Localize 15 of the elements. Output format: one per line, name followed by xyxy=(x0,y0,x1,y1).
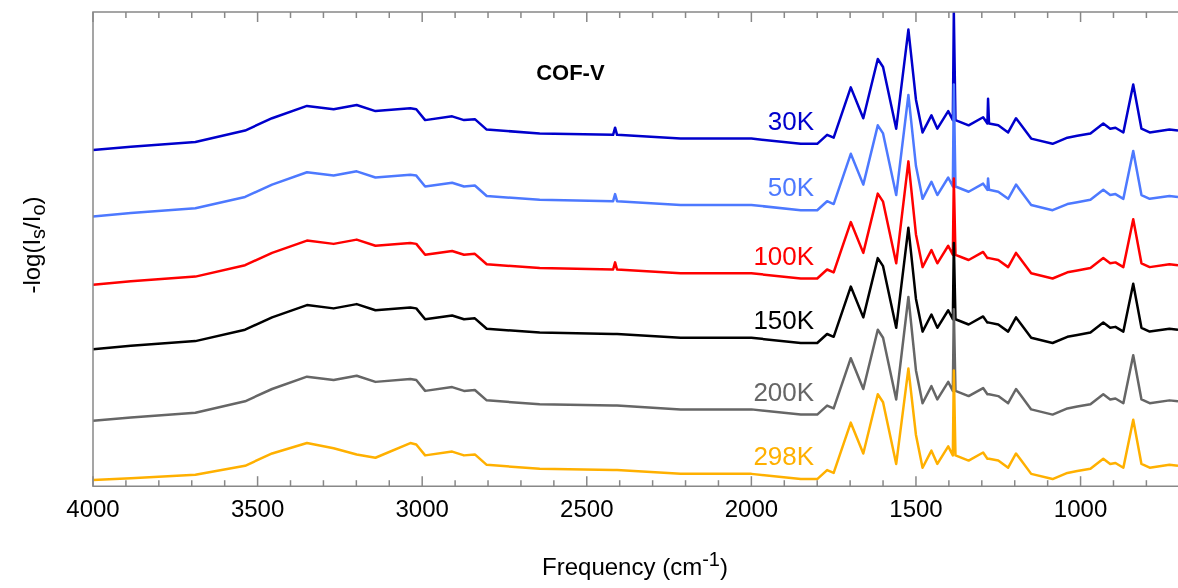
series-label: 50K xyxy=(767,172,815,203)
x-tick-label: 2000 xyxy=(724,495,779,523)
series-label: 200K xyxy=(753,376,815,407)
series-label: 30K xyxy=(767,106,815,136)
series-label: 298K xyxy=(753,441,815,472)
x-tick-label: 1500 xyxy=(889,495,943,523)
text: COF-V xyxy=(536,60,605,86)
x-tick-label: 4000 xyxy=(66,495,120,523)
x-tick-label: 3500 xyxy=(230,495,285,523)
x-tick-label: 1000 xyxy=(1053,495,1108,523)
x-tick-label: 2500 xyxy=(560,495,614,523)
x-tick-label: 3000 xyxy=(395,495,449,523)
series-label: 100K xyxy=(753,240,815,271)
series-label: 150K xyxy=(753,305,815,336)
x-axis-title: Frequency (cm$^{-1}$) xyxy=(542,548,728,581)
